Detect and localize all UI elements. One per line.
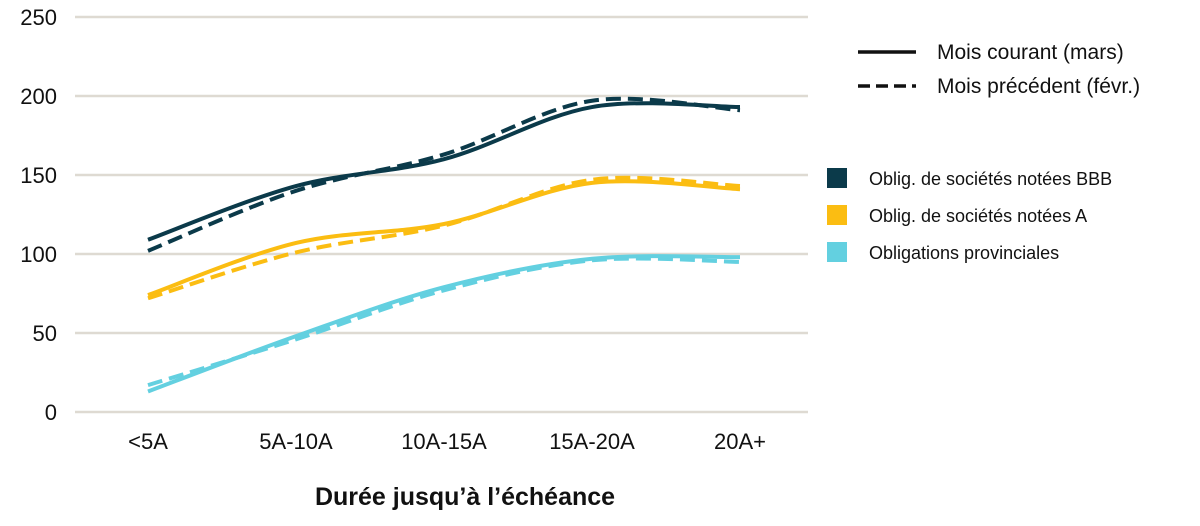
series-line-a-current	[147, 179, 741, 297]
y-tick-label: 250	[20, 5, 57, 30]
y-tick-label: 200	[20, 84, 57, 109]
x-axis-ticks: <5A 5A-10A 10A-15A 15A-20A 20A+	[128, 429, 766, 454]
series-line-provinciales-current	[147, 254, 741, 394]
legend-label-provinciales: Obligations provinciales	[869, 243, 1059, 263]
y-tick-label: 50	[33, 321, 57, 346]
legend-label-dashed: Mois précédent (févr.)	[937, 75, 1140, 98]
x-tick-label: 10A-15A	[401, 429, 487, 454]
series-lines	[147, 96, 741, 394]
y-tick-label: 0	[45, 400, 57, 425]
legend-swatch-bbb	[827, 168, 847, 188]
legend-label-bbb: Oblig. de sociétés notées BBB	[869, 169, 1112, 189]
x-axis-label: Durée jusqu’à l’échéance	[315, 483, 615, 511]
legend-swatch-a	[827, 205, 847, 225]
legend-swatch-provinciales	[827, 242, 847, 262]
series-line-provinciales-previous	[147, 256, 741, 388]
series-line-a-previous	[147, 175, 741, 301]
legend-label-solid: Mois courant (mars)	[937, 41, 1124, 64]
x-tick-label: 15A-20A	[549, 429, 635, 454]
series-line-bbb-current	[147, 101, 741, 242]
x-tick-label: 20A+	[714, 429, 766, 454]
y-axis-ticks: 0 50 100 150 200 250	[20, 5, 57, 425]
series-line-bbb-previous	[147, 96, 741, 253]
y-tick-label: 100	[20, 242, 57, 267]
y-tick-label: 150	[20, 163, 57, 188]
x-tick-label: <5A	[128, 429, 168, 454]
legend: Mois courant (mars) Mois précédent (févr.…	[827, 41, 1140, 263]
x-tick-label: 5A-10A	[259, 429, 333, 454]
gridlines	[75, 15, 808, 414]
legend-label-a: Oblig. de sociétés notées A	[869, 206, 1087, 226]
